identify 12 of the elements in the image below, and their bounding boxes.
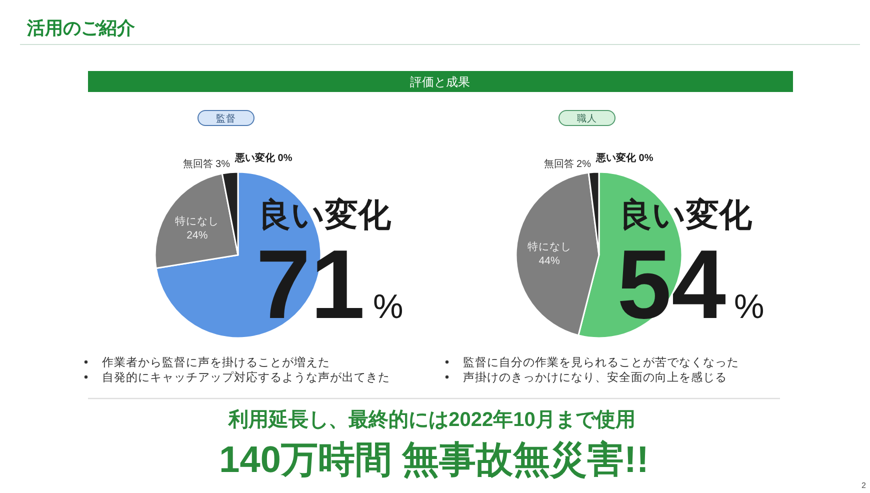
slice-label: 無回答 2% — [544, 158, 592, 170]
text: 声掛けのきっかけになり、安全面の向上を感じる — [463, 370, 727, 384]
text: 140万時間 無事故無災害!! — [219, 439, 649, 480]
text: 評価と成果 — [410, 75, 470, 89]
text: 2 — [862, 481, 867, 490]
slice-label: 特になし — [527, 240, 572, 253]
data-label: 44% — [538, 254, 560, 267]
text: 監督に自分の作業を見られることが苦でなくなった — [463, 356, 739, 369]
text: 利用延長し、最終的には2022年10月まで使用 — [228, 408, 636, 431]
text: 活用のご紹介 — [26, 18, 136, 38]
category-label: 悪い変化 0% — [596, 153, 654, 164]
chart-title: 職人 — [577, 112, 597, 124]
